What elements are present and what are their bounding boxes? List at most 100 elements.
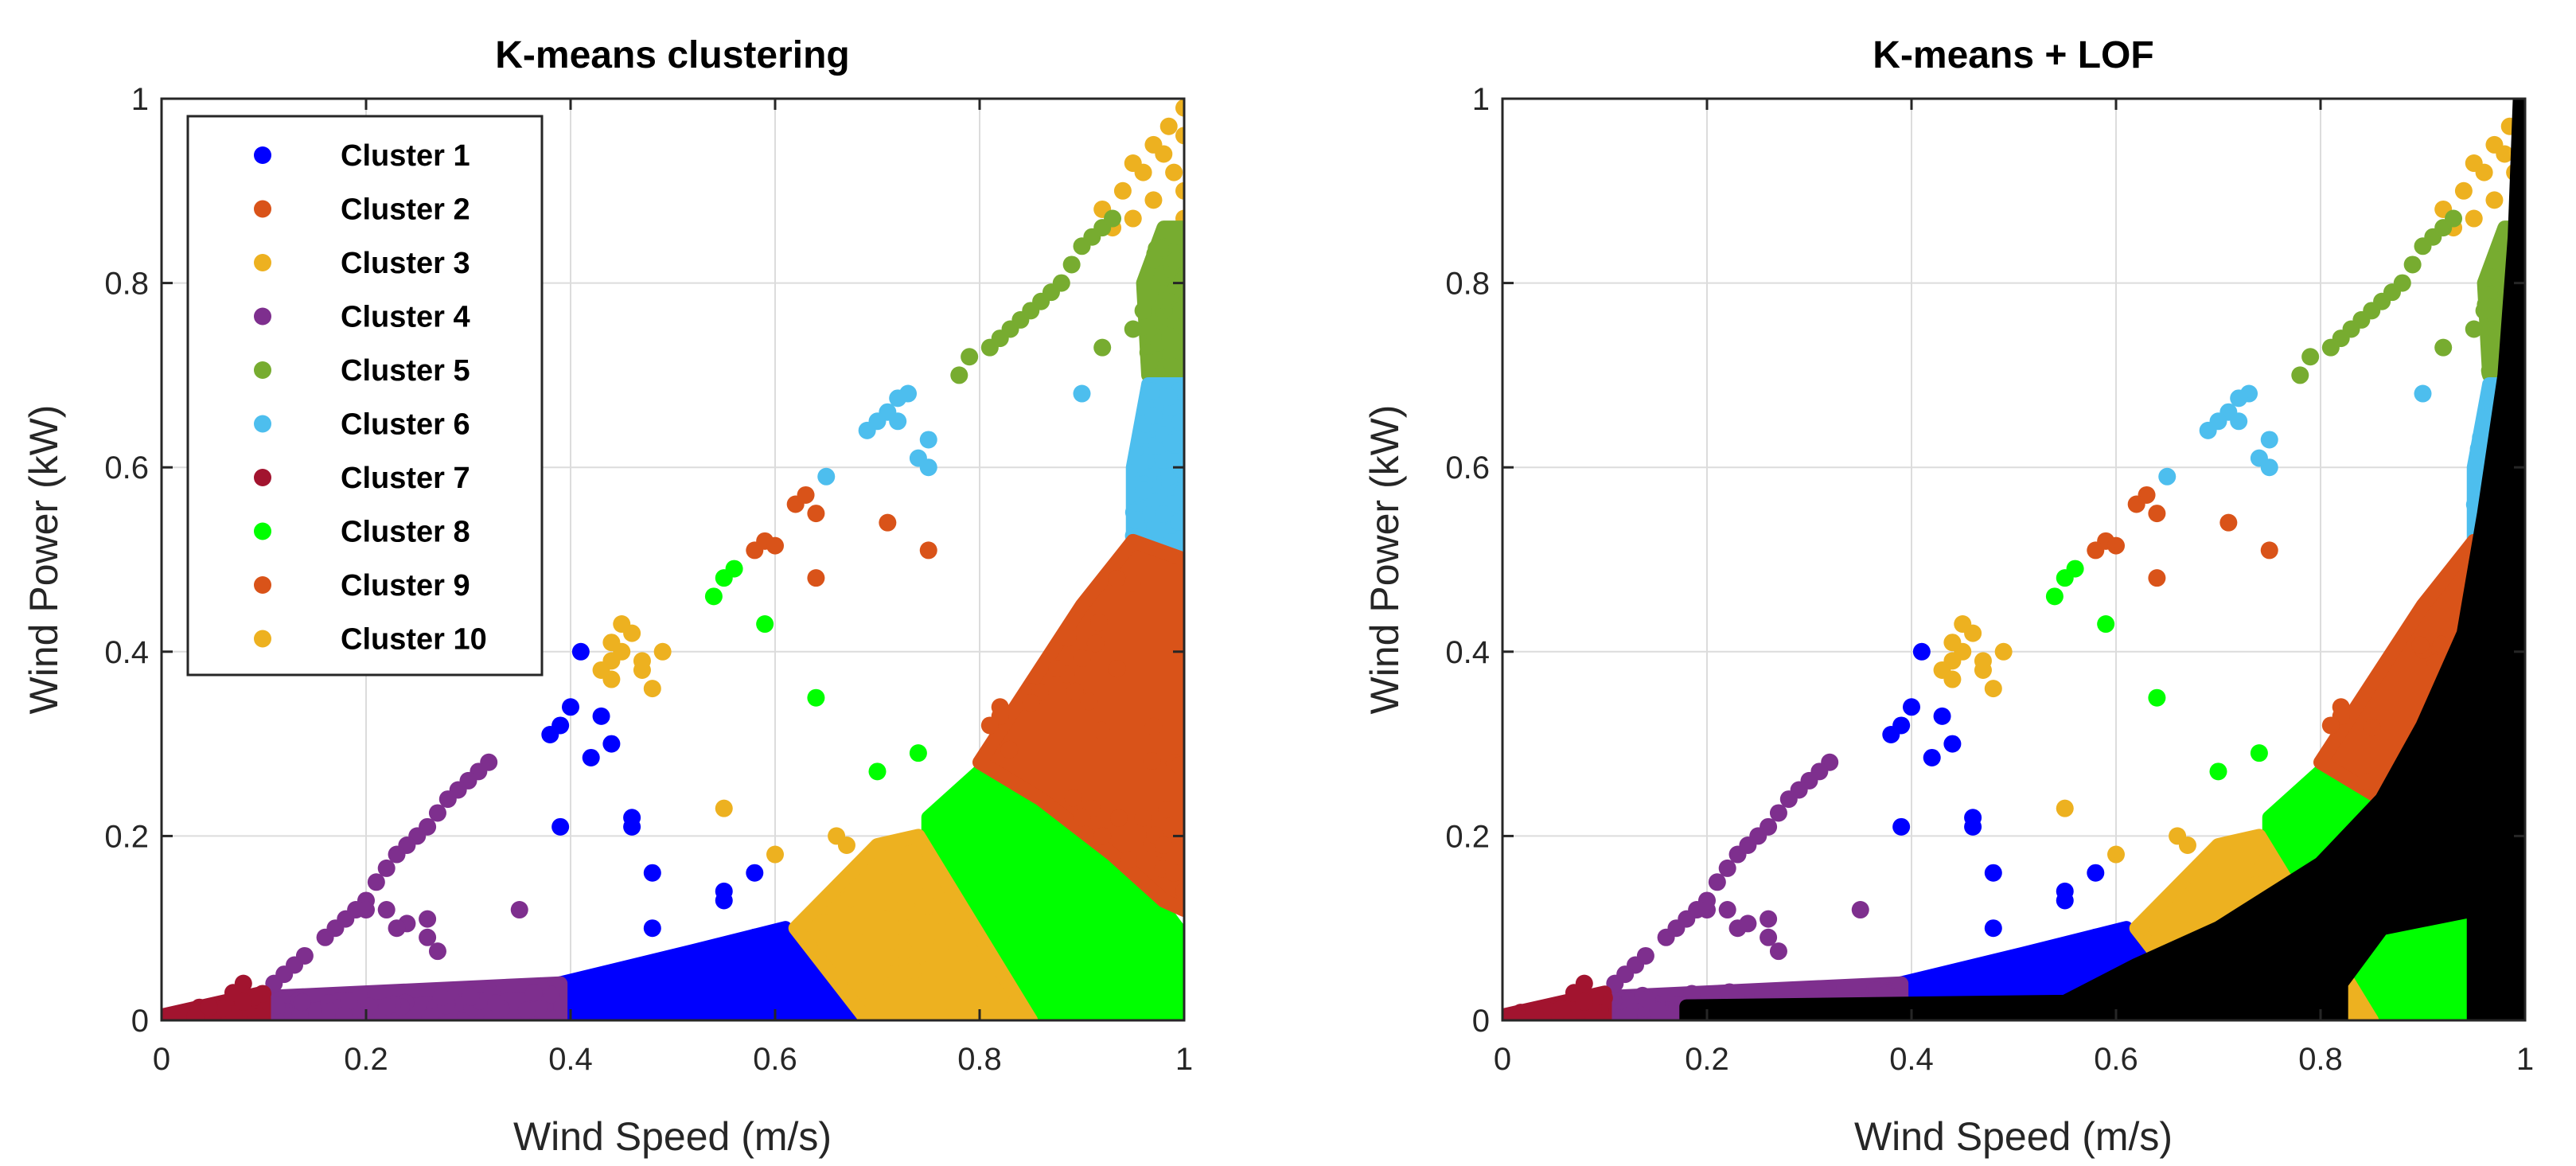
data-point — [1994, 642, 2013, 661]
data-point — [704, 587, 723, 606]
cluster-region-point — [2427, 1000, 2445, 1018]
data-point — [1175, 181, 1184, 200]
cluster-region-point — [676, 972, 695, 990]
y-axis-label: Wind Power (kW) — [21, 405, 66, 715]
data-point — [2209, 762, 2227, 781]
legend-marker — [254, 415, 271, 433]
plot-area-right — [1502, 99, 2525, 1020]
data-point — [2465, 209, 2483, 228]
x-tick-label: 0.6 — [2094, 1042, 2138, 1077]
data-point — [316, 928, 334, 946]
outlier-region-point — [2293, 930, 2311, 949]
data-point — [357, 901, 375, 919]
x-axis-label: Wind Speed (m/s) — [513, 1114, 832, 1159]
cluster-region-point — [932, 903, 950, 922]
cluster-region-point — [613, 963, 631, 981]
cluster-region-point — [2073, 940, 2091, 958]
data-point — [1113, 181, 1132, 200]
cluster-region-point — [930, 996, 949, 1015]
data-point — [1984, 919, 2002, 938]
y-tick-label: 0.4 — [104, 635, 149, 670]
series-cluster-4 — [256, 753, 568, 1020]
cluster-region-point — [487, 994, 505, 1012]
data-point — [766, 536, 784, 555]
data-point — [1093, 338, 1112, 357]
data-point — [980, 338, 999, 357]
data-point — [1606, 974, 1624, 992]
data-point — [2434, 974, 2453, 992]
cluster-region-point — [984, 809, 1003, 828]
data-point — [1062, 255, 1081, 274]
cluster-region-point — [1088, 940, 1106, 958]
cluster-region-point — [2357, 773, 2375, 791]
data-point — [388, 845, 406, 864]
cluster-region-point — [1161, 327, 1179, 345]
chart-title: K-means + LOF — [1873, 34, 2153, 76]
cluster-region-point — [1649, 1001, 1667, 1020]
data-point — [2260, 541, 2278, 560]
data-point — [2148, 688, 2166, 707]
cluster-region-point — [851, 917, 869, 935]
data-point — [1073, 809, 1091, 827]
cluster-region-point — [1042, 945, 1061, 963]
data-point — [807, 505, 825, 523]
legend-item: Cluster 3 — [254, 247, 470, 280]
legend-box — [186, 115, 544, 677]
data-point — [746, 928, 764, 946]
cluster-region-point — [1161, 955, 1179, 973]
data-point — [1134, 938, 1152, 956]
cluster-region-point — [879, 894, 898, 912]
cluster-region-point — [1053, 969, 1071, 987]
cluster-region-point — [2375, 938, 2393, 957]
data-point — [643, 680, 661, 698]
cluster-region-point — [2002, 954, 2021, 973]
y-axis-label: Wind Power (kW) — [1362, 405, 1407, 715]
data-point — [428, 942, 446, 961]
cluster-region-point — [947, 846, 965, 864]
data-point — [2087, 541, 2105, 560]
cluster-region-point — [1066, 682, 1085, 700]
data-point — [1073, 384, 1091, 403]
data-point — [1698, 901, 1716, 919]
data-point — [2434, 338, 2453, 357]
data-point — [1124, 209, 1142, 228]
cluster-region-point — [905, 961, 923, 979]
cluster-region-point — [1064, 789, 1082, 807]
cluster-region-point — [2026, 974, 2044, 992]
cluster-region-point — [1836, 979, 1854, 997]
cluster-region-point — [1108, 660, 1126, 678]
cluster-region-point — [213, 1000, 232, 1018]
cluster-region-point — [201, 998, 219, 1016]
legend-label: Cluster 6 — [341, 408, 470, 442]
cluster-region-point — [883, 977, 901, 995]
outlier-region-point — [2507, 926, 2525, 944]
cluster-region-point — [680, 991, 698, 1009]
data-point — [377, 901, 396, 919]
x-tick-label: 0.8 — [2298, 1042, 2343, 1077]
panel-kmeans-lof: K-means + LOF 0 0.2 0.4 0.6 0.8 1 0 0.2 0.4 0.6 0.… — [1362, 34, 2534, 1159]
data-point — [1175, 99, 1184, 117]
cluster-region-point — [1045, 1001, 1063, 1020]
cluster-region-point — [2254, 854, 2273, 872]
cluster-region-point — [802, 983, 820, 1001]
data-point — [541, 726, 559, 744]
cluster-region-point — [2063, 959, 2081, 977]
cluster-region-point — [1918, 977, 1936, 995]
cluster-region-point — [932, 923, 950, 942]
plot-area-left — [162, 99, 1184, 1020]
data-point — [2352, 310, 2371, 329]
cluster-region-point — [1155, 505, 1173, 523]
cluster-region-point — [517, 1001, 536, 1020]
y-tick-label: 0.2 — [1445, 819, 1490, 854]
data-point — [377, 859, 396, 877]
cluster-region-point — [2410, 1008, 2429, 1020]
x-tick-label: 0.8 — [957, 1042, 1002, 1077]
chart-title: K-means clustering — [495, 34, 849, 76]
data-point — [2496, 145, 2514, 163]
cluster-region-point — [1148, 1008, 1166, 1020]
cluster-region-point — [1145, 915, 1163, 934]
cluster-region-point — [2205, 851, 2223, 869]
data-point — [1708, 873, 1726, 891]
data-point — [234, 992, 252, 1011]
cluster-region-point — [1059, 952, 1078, 970]
